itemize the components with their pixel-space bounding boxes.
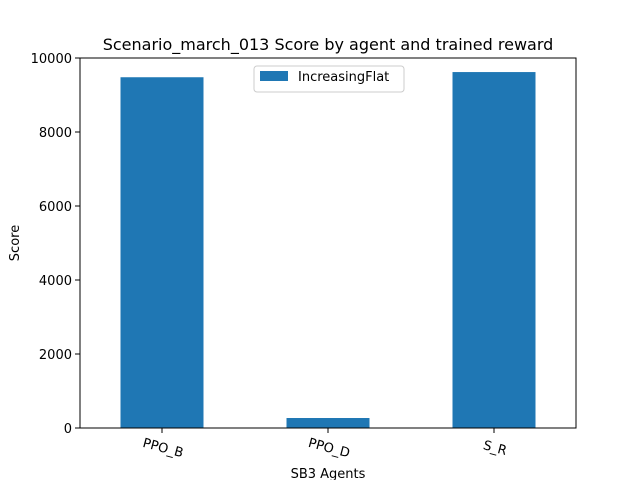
legend-swatch bbox=[260, 71, 288, 81]
y-tick-label: 8000 bbox=[39, 126, 72, 141]
y-axis-ticks: 0 2000 4000 6000 8000 10000 bbox=[31, 52, 80, 437]
chart-title: Scenario_march_013 Score by agent and tr… bbox=[103, 35, 554, 55]
legend: IncreasingFlat bbox=[253, 65, 405, 93]
bar-ppo-d bbox=[286, 418, 370, 428]
x-tick-label: PPO_B bbox=[141, 436, 185, 461]
y-tick-label: 0 bbox=[64, 422, 72, 437]
legend-label: IncreasingFlat bbox=[298, 70, 389, 85]
y-tick-label: 10000 bbox=[31, 52, 72, 67]
y-tick-label: 2000 bbox=[39, 348, 72, 363]
bars-group bbox=[120, 72, 536, 429]
y-axis-label: Score bbox=[8, 225, 23, 261]
x-tick-label: PPO_D bbox=[306, 436, 351, 461]
y-tick-label: 6000 bbox=[39, 200, 72, 215]
x-tick-label: S_R bbox=[481, 438, 508, 459]
bar-ppo-b bbox=[120, 77, 204, 429]
legend-box bbox=[253, 65, 405, 93]
bar-s-r bbox=[452, 72, 536, 428]
x-axis-ticks: PPO_B PPO_D S_R bbox=[141, 428, 508, 461]
plot-frame bbox=[79, 57, 577, 429]
y-tick-label: 4000 bbox=[39, 274, 72, 289]
x-axis-label: SB3 Agents bbox=[291, 467, 366, 480]
